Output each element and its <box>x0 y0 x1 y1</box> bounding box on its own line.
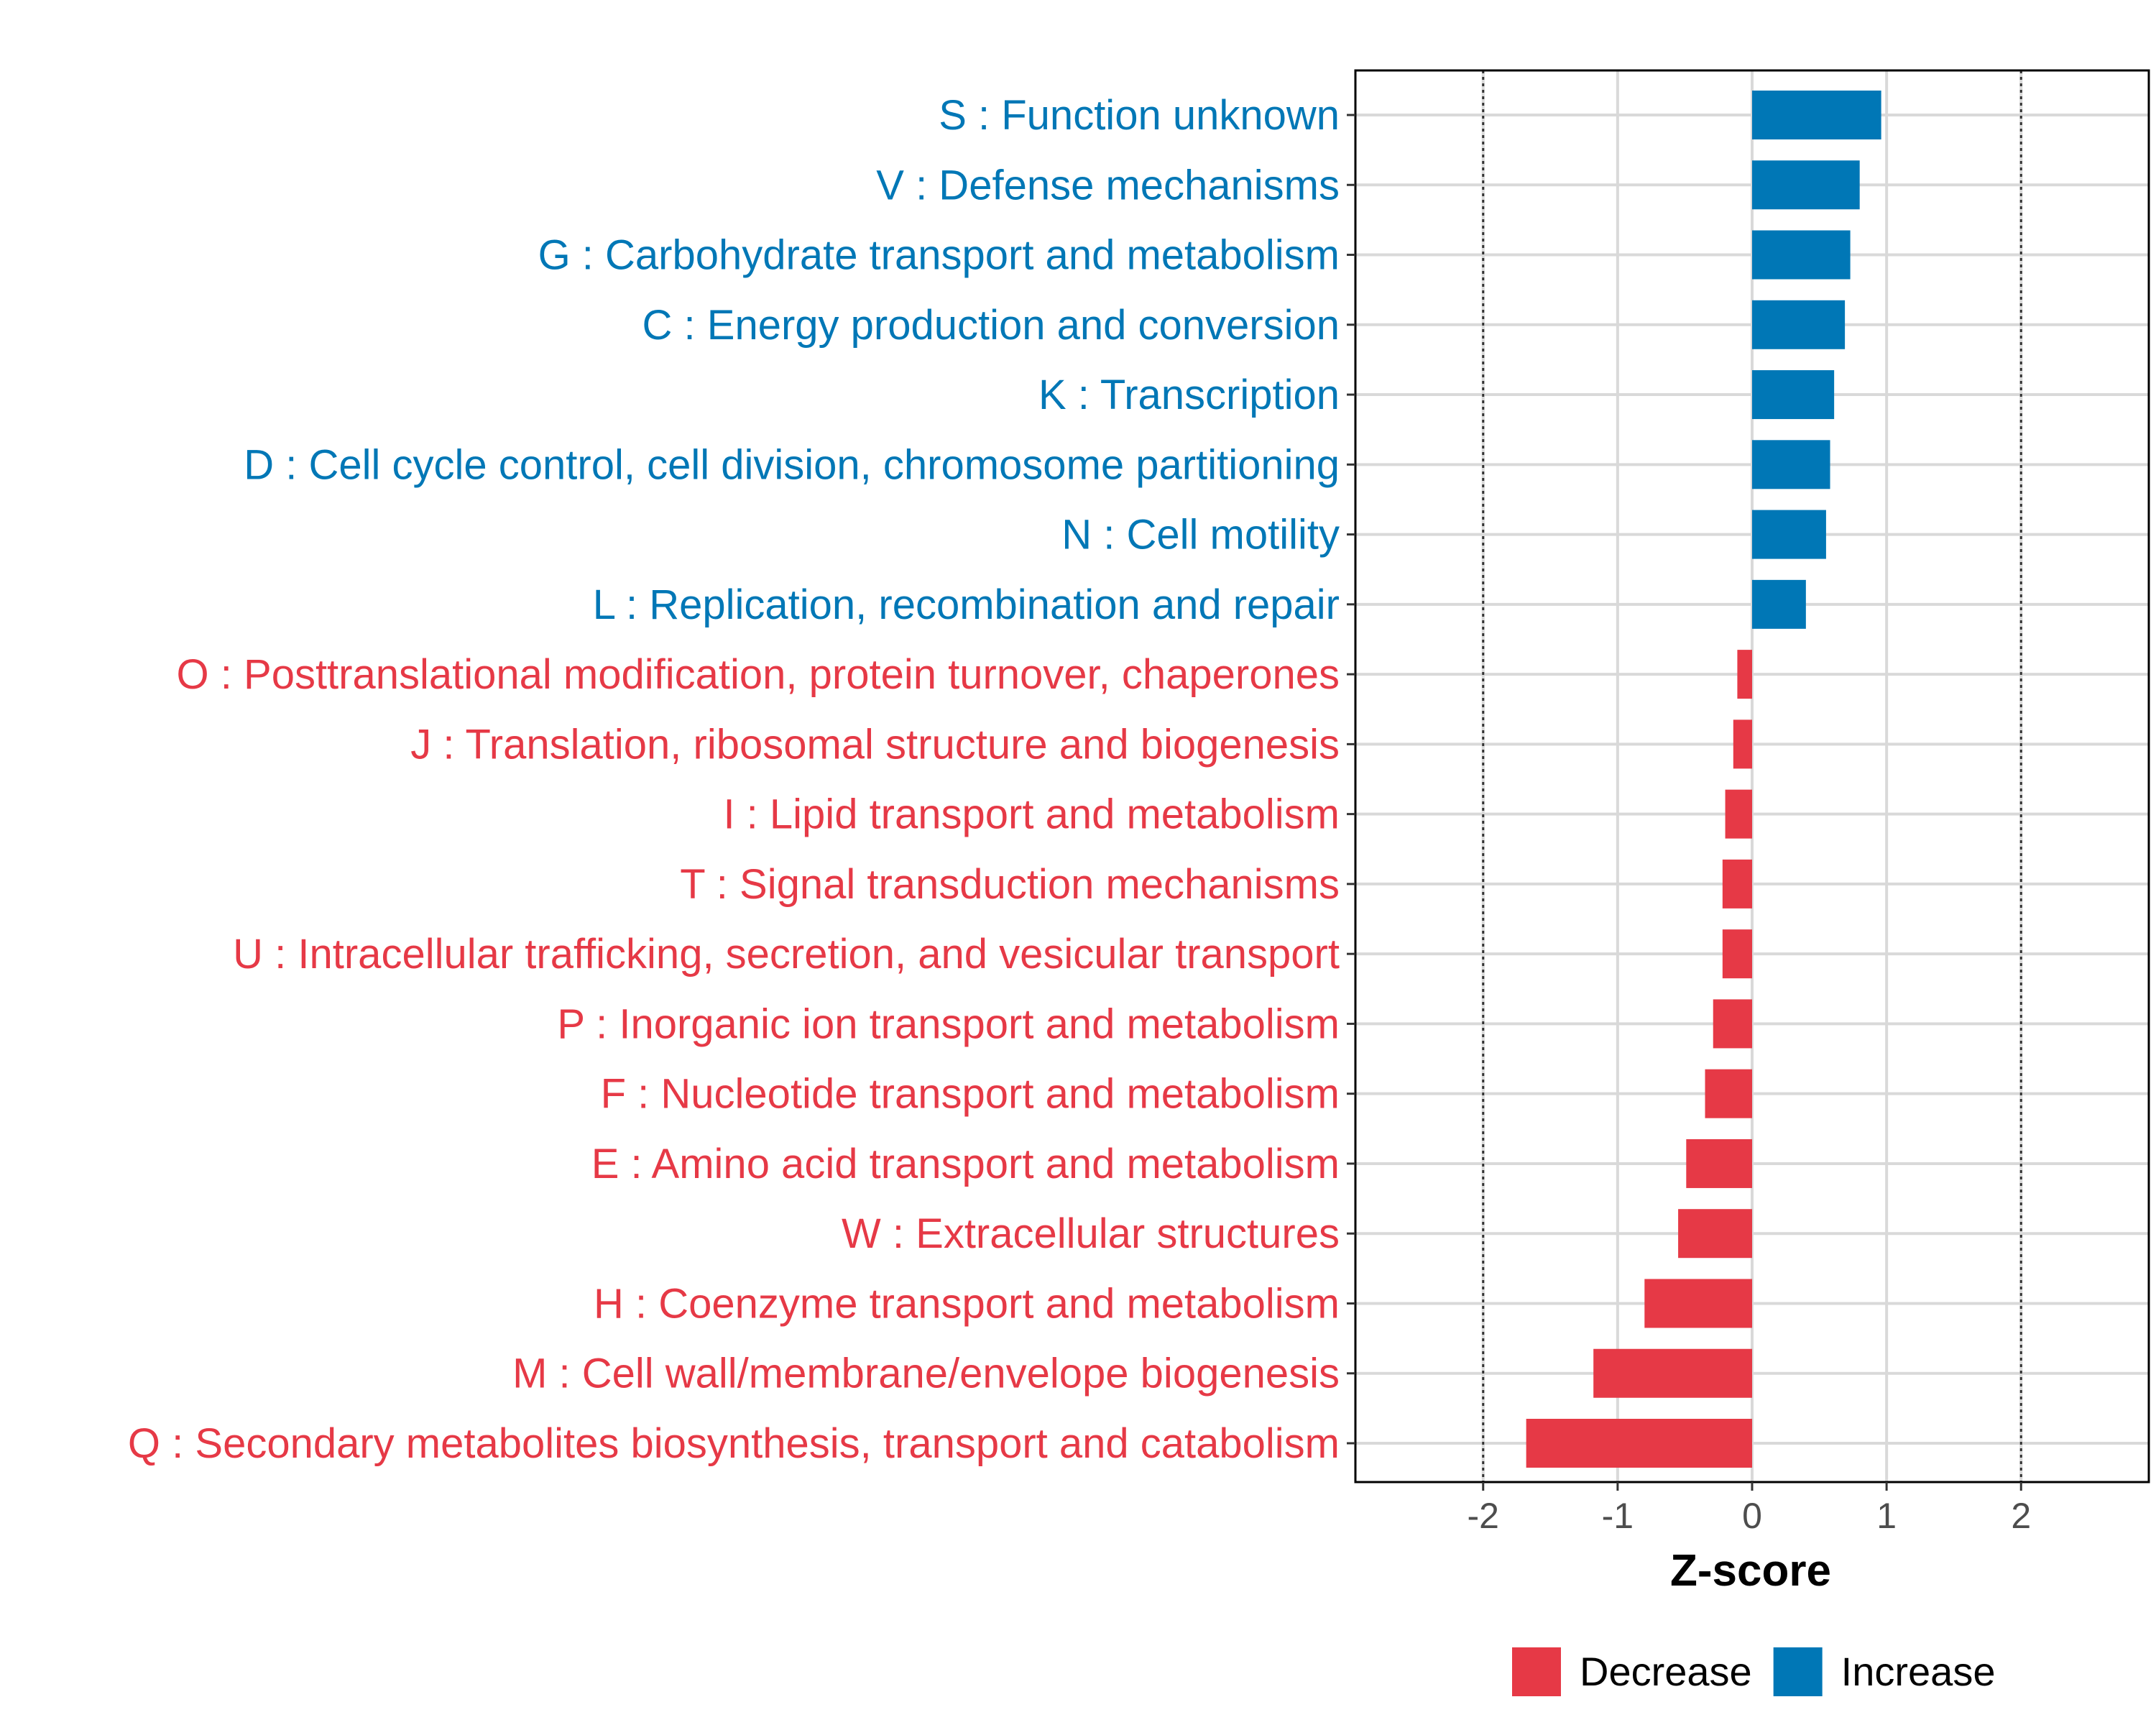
legend-label: Decrease <box>1580 1649 1752 1694</box>
category-label: H : Coenzyme transport and metabolism <box>594 1280 1340 1327</box>
legend-swatch <box>1512 1647 1561 1696</box>
legend-item: Increase <box>1773 1647 1996 1696</box>
category-label: P : Inorganic ion transport and metaboli… <box>557 1000 1340 1047</box>
category-label: N : Cell motility <box>1061 512 1340 558</box>
x-axis-labels: -2 -1 0 1 2 <box>1468 1496 2032 1536</box>
category-label: I : Lipid transport and metabolism <box>723 791 1340 838</box>
category-label: J : Translation, ribosomal structure and… <box>410 721 1340 768</box>
legend-item: Decrease <box>1512 1647 1752 1696</box>
bar <box>1752 230 1851 280</box>
bar <box>1752 579 1806 629</box>
category-label: D : Cell cycle control, cell division, c… <box>244 441 1340 488</box>
category-label: F : Nucleotide transport and metabolism <box>601 1071 1340 1118</box>
legend-swatch <box>1773 1647 1823 1696</box>
bar <box>1722 929 1752 979</box>
category-label: V : Defense mechanisms <box>876 162 1340 208</box>
category-label: E : Amino acid transport and metabolism <box>591 1141 1340 1187</box>
bar <box>1526 1419 1752 1468</box>
bar <box>1686 1138 1752 1188</box>
x-tick-label: -1 <box>1602 1496 1634 1536</box>
category-label: O : Posttranslational modification, prot… <box>177 651 1340 698</box>
x-tick-label: -2 <box>1468 1496 1499 1536</box>
x-axis-title: Z-score <box>1670 1546 1831 1596</box>
category-label: T : Signal transduction mechanisms <box>680 861 1340 908</box>
bar <box>1752 510 1826 559</box>
legend-label: Increase <box>1841 1649 1996 1694</box>
category-label: W : Extracellular structures <box>842 1210 1340 1257</box>
category-label: C : Energy production and conversion <box>642 302 1340 349</box>
y-axis-ticks <box>1347 114 1355 1445</box>
bar <box>1733 719 1752 769</box>
x-tick-label: 2 <box>2011 1496 2031 1536</box>
grid <box>1355 70 2149 1482</box>
x-tick-label: 0 <box>1742 1496 1762 1536</box>
bar <box>1752 440 1830 489</box>
bar <box>1644 1279 1752 1328</box>
category-label: S : Function unknown <box>939 92 1340 139</box>
bar <box>1752 160 1860 210</box>
category-label: G : Carbohydrate transport and metabolis… <box>538 232 1340 279</box>
category-label: Q : Secondary metabolites biosynthesis, … <box>128 1420 1340 1467</box>
category-label: L : Replication, recombination and repai… <box>593 581 1340 628</box>
bar <box>1725 789 1752 839</box>
x-tick-label: 1 <box>1876 1496 1897 1536</box>
category-label: U : Intracellular trafficking, secretion… <box>233 931 1340 978</box>
legend: Decrease Increase <box>1512 1647 1995 1696</box>
category-label: M : Cell wall/membrane/envelope biogenes… <box>512 1351 1340 1397</box>
bar <box>1593 1348 1752 1398</box>
bar <box>1737 650 1752 699</box>
reference-lines <box>1482 70 2022 1482</box>
category-label: K : Transcription <box>1038 372 1340 418</box>
x-axis-ticks <box>1482 1482 2022 1491</box>
bar <box>1752 91 1881 139</box>
bars <box>1526 91 1881 1468</box>
bar <box>1722 859 1752 908</box>
bar <box>1713 999 1752 1049</box>
bar <box>1678 1209 1752 1259</box>
y-axis-labels: S : Function unknown V : Defense mechanis… <box>128 92 1340 1467</box>
bar <box>1752 370 1835 420</box>
bar <box>1705 1069 1752 1118</box>
bar <box>1752 300 1846 349</box>
